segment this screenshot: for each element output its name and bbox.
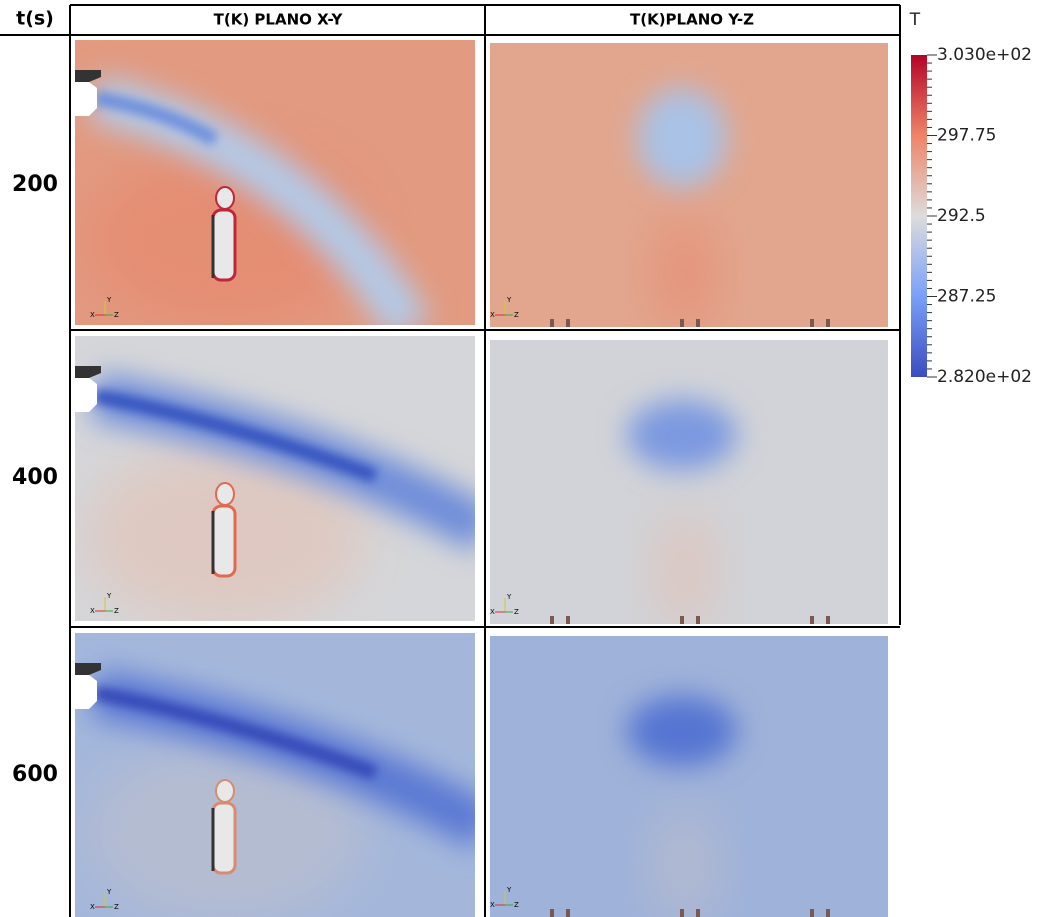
colorbar-tick-label: 292.5 <box>937 206 986 226</box>
colorbar-tick-label: 3.030e+02 <box>937 45 1032 65</box>
triad-label: Y <box>106 296 112 304</box>
colorbar-tick-label: 287.25 <box>937 287 996 307</box>
triad-label: Y <box>106 888 112 896</box>
feet <box>550 909 554 917</box>
triad-label: X <box>490 311 495 319</box>
feet <box>550 616 554 624</box>
xy-plane-image: Y X Z <box>75 633 485 917</box>
triad-label: Y <box>106 592 112 600</box>
feet <box>696 319 700 327</box>
time-header: t(s) <box>16 8 54 30</box>
feet <box>566 909 570 917</box>
warm-column <box>655 213 715 333</box>
yz-plane-image: Y X Z <box>490 340 888 630</box>
triad-label: Z <box>114 607 119 615</box>
triad-label: X <box>90 903 95 911</box>
row-label: 600 <box>12 762 58 787</box>
feet <box>680 616 684 624</box>
feet <box>810 319 814 327</box>
triad-label: Y <box>506 886 512 894</box>
feet <box>566 616 570 624</box>
xy-plane-image: Y X Z <box>75 336 485 626</box>
triad-label: Z <box>114 311 119 319</box>
yz-plane-image: Y X Z <box>490 43 888 333</box>
warm-column <box>655 510 715 630</box>
yz-plane-image: Y X Z <box>490 636 888 917</box>
triad-label: X <box>90 311 95 319</box>
cold-plume <box>627 696 737 766</box>
triad-label: Z <box>514 608 519 616</box>
feet <box>826 319 830 327</box>
column-header: T(K)PLANO Y-Z <box>630 11 754 29</box>
triad-label: X <box>490 608 495 616</box>
colorbar-tick-label: 2.820e+02 <box>937 367 1032 387</box>
feet <box>826 616 830 624</box>
inlet <box>75 675 97 709</box>
row-label: 200 <box>12 172 58 197</box>
colorbar: T 3.030e+02 297.75 292.5 287.25 2.820e+02 <box>909 10 1032 387</box>
feet <box>550 319 554 327</box>
feet <box>566 319 570 327</box>
cold-plume <box>627 400 737 470</box>
xy-plane-image: Y X Z <box>75 40 475 330</box>
feet <box>810 616 814 624</box>
inlet <box>75 378 97 412</box>
row-label: 400 <box>12 465 58 490</box>
column-header: T(K) PLANO X-Y <box>214 11 344 29</box>
figure: YXZYXZYXZYXZYXZYXZ t(s) T(K) PLANO X-Y T… <box>0 0 1059 917</box>
feet <box>680 319 684 327</box>
person-head <box>216 187 234 209</box>
triad-label: X <box>490 901 495 909</box>
colorbar-tick-label: 297.75 <box>937 126 996 146</box>
cold-plume <box>637 88 727 188</box>
triad-label: X <box>90 607 95 615</box>
triad-label: Y <box>506 296 512 304</box>
feet <box>826 909 830 917</box>
feet <box>680 909 684 917</box>
feet <box>696 616 700 624</box>
triad-label: Z <box>514 311 519 319</box>
inlet <box>75 82 97 116</box>
person-head <box>216 780 234 802</box>
person-body <box>213 803 235 873</box>
feet <box>810 909 814 917</box>
colorbar-gradient <box>911 55 927 377</box>
person-head <box>216 483 234 505</box>
colorbar-title: T <box>909 10 921 30</box>
triad-label: Z <box>514 901 519 909</box>
person-body <box>213 506 235 576</box>
feet <box>696 909 700 917</box>
triad-label: Y <box>506 593 512 601</box>
triad-label: Z <box>114 903 119 911</box>
person-body <box>213 210 235 280</box>
